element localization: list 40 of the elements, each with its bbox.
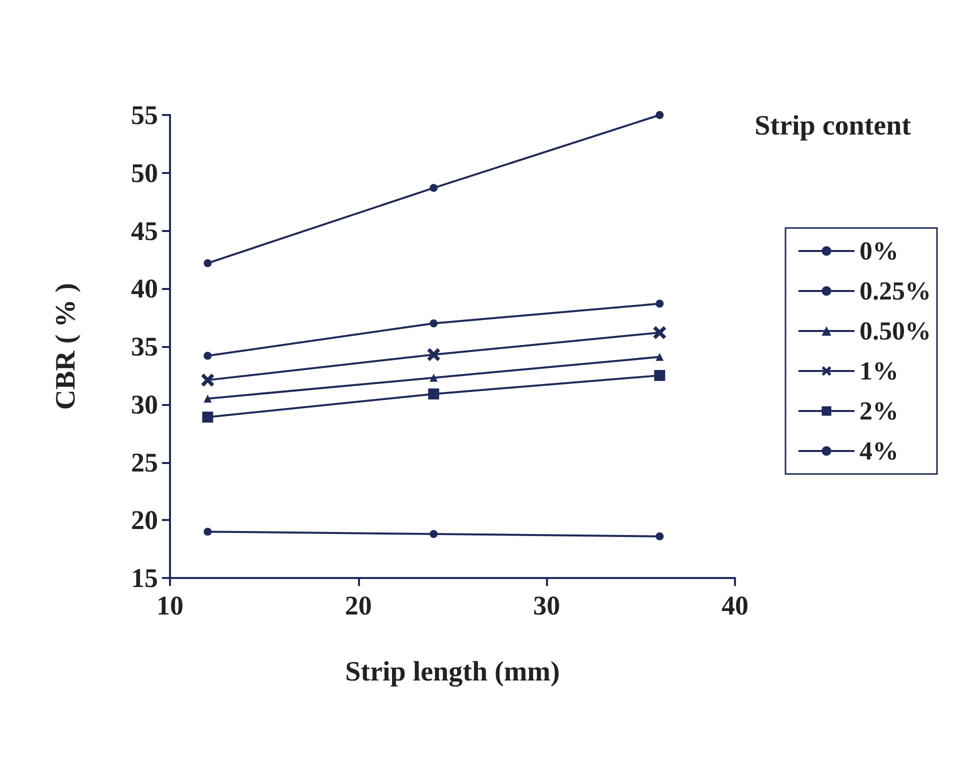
point <box>654 370 666 381</box>
point <box>656 111 664 119</box>
y-tick-label: 20 <box>131 505 158 536</box>
point <box>201 374 214 387</box>
point <box>202 412 214 423</box>
point <box>656 532 664 540</box>
point <box>430 184 438 192</box>
x-axis-title: Strip length (mm) <box>345 656 560 688</box>
legend-label: 0.25% <box>860 276 931 306</box>
y-tick-label: 50 <box>131 158 158 188</box>
point <box>204 394 212 403</box>
point <box>204 528 212 536</box>
x-tick-label: 10 <box>156 590 184 620</box>
point <box>427 348 440 362</box>
y-axis-title: CBR ( % ) <box>50 283 82 410</box>
point <box>430 374 438 382</box>
y-tick-label: 15 <box>131 563 158 593</box>
x-tick-label: 30 <box>533 590 560 620</box>
point <box>204 259 212 268</box>
y-tick-label: 30 <box>131 389 158 420</box>
legend-title: Strip content <box>754 110 912 142</box>
point <box>428 388 440 400</box>
legend-label: 0% <box>860 236 898 266</box>
point <box>653 326 666 340</box>
y-tick-label: 40 <box>131 274 158 304</box>
point <box>204 352 212 360</box>
point <box>656 352 664 361</box>
legend-label: 0.50% <box>860 316 931 346</box>
point <box>430 319 438 328</box>
point <box>656 300 664 308</box>
legend-label: 1% <box>860 356 898 386</box>
x-tick-label: 20 <box>344 590 372 620</box>
y-tick-label: 55 <box>131 100 158 130</box>
y-tick-label: 25 <box>131 447 158 478</box>
legend-label: 2% <box>860 396 898 426</box>
x-tick-label: 40 <box>722 590 748 620</box>
point <box>430 530 438 538</box>
y-tick-label: 45 <box>131 216 158 246</box>
y-tick-label: 35 <box>131 332 158 362</box>
legend-label: 4% <box>860 436 898 466</box>
